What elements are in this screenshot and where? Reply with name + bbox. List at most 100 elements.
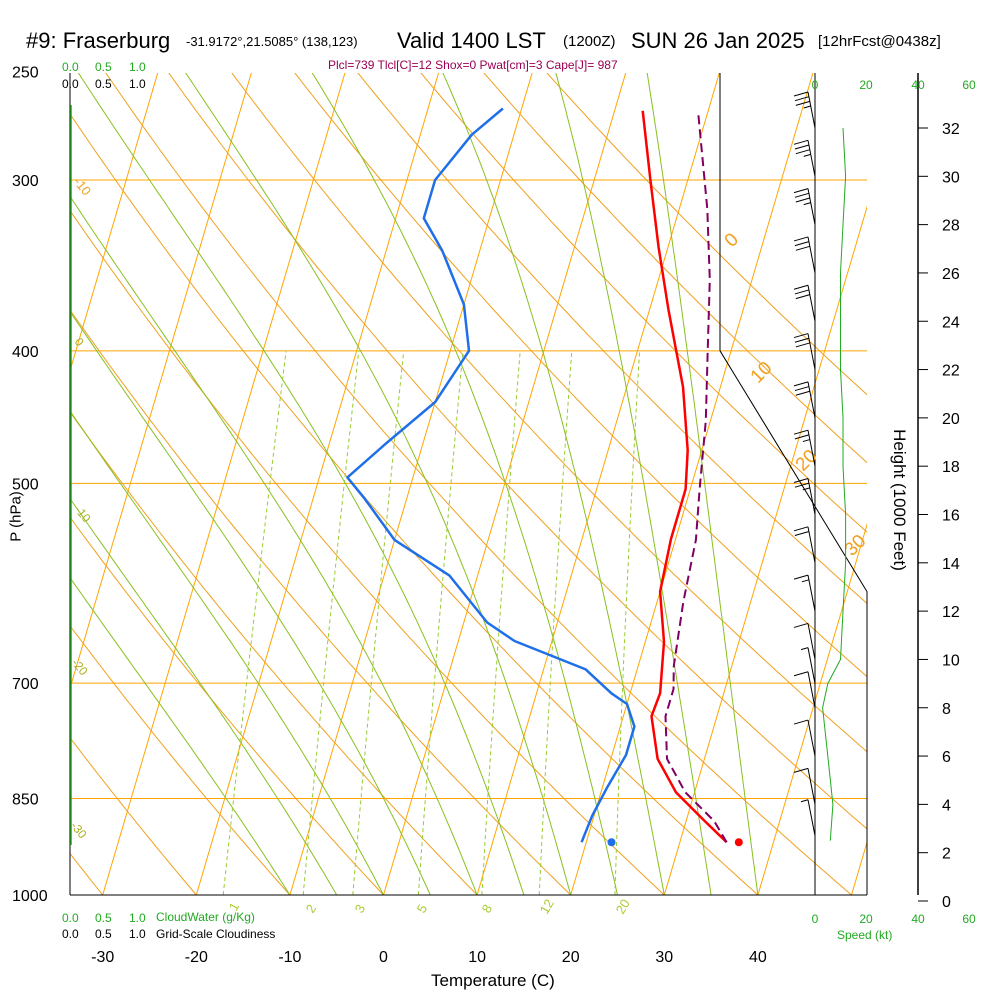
speed-tick-top: 60 xyxy=(962,78,976,92)
wind-barb xyxy=(793,767,816,805)
wind-barb-flag xyxy=(795,245,810,251)
height-label-2: 2 xyxy=(942,846,951,863)
wind-barb-staff xyxy=(807,381,816,418)
dry-adiabat xyxy=(546,73,867,396)
wind-barb-staff xyxy=(807,140,816,177)
wind-barb-flag xyxy=(795,390,810,396)
height-label-24: 24 xyxy=(942,314,960,331)
wind-barb-staff xyxy=(807,430,816,467)
dry-adiabat xyxy=(70,309,572,895)
dry-adiabat-label-10: 10 xyxy=(747,358,777,388)
cloudwater-label: CloudWater (g/Kg) xyxy=(156,910,255,924)
cloudwater-tick-bottom: 0.0 xyxy=(62,911,79,925)
isotherm xyxy=(195,73,440,895)
dry-adiabat xyxy=(70,624,291,895)
wind-barb-flag xyxy=(795,100,810,106)
isotherm xyxy=(289,73,533,895)
dry-adiabat xyxy=(70,209,665,895)
dry-adiabat xyxy=(105,73,852,895)
isotherm xyxy=(851,840,867,895)
wind-barb-flag xyxy=(793,478,809,483)
isotherm xyxy=(102,73,346,895)
height-label-14: 14 xyxy=(942,556,960,573)
station-coords: -31.9172°,21.5085° (138,123) xyxy=(186,34,358,49)
wind-barb-flag xyxy=(793,91,809,97)
wind-barb-staff xyxy=(807,526,816,563)
cloudwater-tick-top: 0.0 xyxy=(62,60,79,74)
dry-adiabat xyxy=(357,73,867,605)
wind-barb-flag xyxy=(793,188,809,194)
forecast-date: SUN 26 Jan 2025 xyxy=(631,28,805,53)
moist-adiabat xyxy=(70,576,291,895)
wind-barb-flag xyxy=(793,381,809,387)
moist-adiabat xyxy=(646,73,759,895)
wind-barb xyxy=(793,429,816,467)
moist-adiabat-label-0: 0 xyxy=(72,335,87,349)
speed-tick-bottom: 20 xyxy=(859,912,873,926)
wind-barb xyxy=(793,381,816,418)
wind-barb-staff xyxy=(807,719,816,757)
wind-speed-profile xyxy=(822,127,847,841)
wind-barb-staff xyxy=(807,799,816,836)
wind-barb-flag xyxy=(793,139,809,145)
wind-barb xyxy=(793,478,816,515)
pressure-label-850: 850 xyxy=(12,791,39,808)
wind-barb-flag xyxy=(793,284,809,290)
wind-barb-half xyxy=(803,105,811,109)
temp-tick-20: 20 xyxy=(562,949,580,966)
wind-barb-half xyxy=(800,647,809,651)
mixing-ratio-line xyxy=(352,350,405,895)
mixing-ratio-line xyxy=(417,350,464,895)
wind-barb-flag xyxy=(795,149,810,155)
wind-barb xyxy=(793,622,816,660)
wind-barb xyxy=(793,188,816,225)
wind-barb-flag xyxy=(794,289,810,295)
temperature-profile xyxy=(641,110,728,844)
wind-barb-flag xyxy=(794,482,810,488)
wind-barb-flag xyxy=(795,294,810,300)
temp-tick--30: -30 xyxy=(91,949,114,966)
chart-header: #9: Fraserburg -31.9172°,21.5085° (138,1… xyxy=(0,0,1000,60)
isotherm xyxy=(70,73,252,691)
speed-tick-bottom: 60 xyxy=(962,912,976,926)
wind-barb-half xyxy=(803,153,811,157)
height-label-4: 4 xyxy=(942,797,951,814)
height-label-6: 6 xyxy=(942,749,951,766)
cloudwater-tick-bottom: 1.0 xyxy=(129,911,146,925)
mixing-ratio-line xyxy=(538,350,573,895)
dry-adiabat xyxy=(420,73,867,533)
valid-time: Valid 1400 LST xyxy=(397,28,546,53)
temp-tick--10: -10 xyxy=(278,949,301,966)
wind-barb xyxy=(793,139,816,177)
wind-barb xyxy=(793,91,816,129)
temp-tick-10: 10 xyxy=(468,949,486,966)
wind-barb-flag xyxy=(793,526,809,532)
wind-barb xyxy=(793,333,816,370)
cloudwater-tick-top: 0.5 xyxy=(95,60,112,74)
wind-barb-flag xyxy=(794,434,810,440)
dry-adiabat xyxy=(70,411,478,895)
wind-barb xyxy=(793,574,816,612)
wind-barb-staff xyxy=(807,647,816,684)
moist-adiabat xyxy=(70,497,338,895)
speed-tick-top: 20 xyxy=(859,78,873,92)
wind-barb-flag xyxy=(793,429,809,435)
wind-barb xyxy=(793,526,816,563)
dry-adiabat xyxy=(294,73,867,678)
wind-barb-flag xyxy=(795,197,810,203)
wind-barb-flag xyxy=(794,96,810,102)
mixing-ratio-line xyxy=(222,350,287,895)
wind-barb xyxy=(793,236,816,274)
speed-tick-top: 40 xyxy=(911,78,925,92)
dry-adiabat xyxy=(231,73,867,753)
moist-adiabat xyxy=(70,410,384,895)
pressure-label-300: 300 xyxy=(12,173,39,190)
height-label-0: 0 xyxy=(942,894,951,911)
wind-barb-flag xyxy=(793,236,809,242)
wind-barb-flag xyxy=(793,671,809,677)
cloudiness-tick-bottom: 0.5 xyxy=(95,927,112,941)
isotherm xyxy=(663,205,867,895)
height-label-8: 8 xyxy=(942,701,951,718)
height-label-22: 22 xyxy=(942,363,960,380)
